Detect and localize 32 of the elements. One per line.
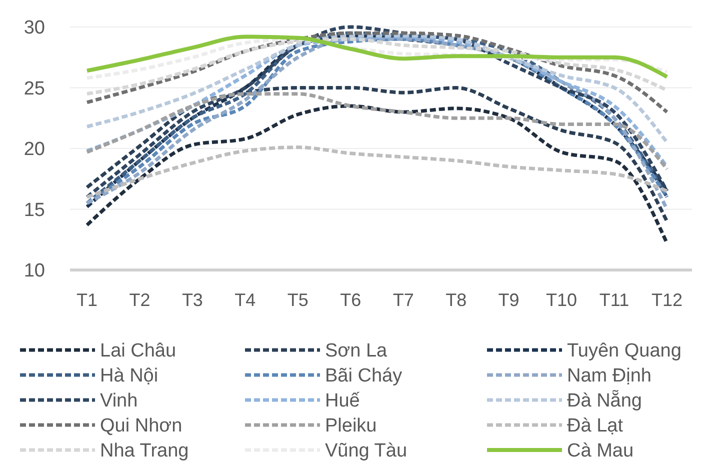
legend-label: Pleiku — [325, 416, 377, 437]
x-tick-label: T6 — [340, 290, 362, 310]
y-tick-label: 25 — [24, 78, 45, 100]
x-tick-label: T2 — [129, 290, 150, 310]
legend-label: Vinh — [100, 390, 138, 412]
x-tick-label: T5 — [287, 290, 308, 310]
y-tick-label: 20 — [24, 139, 45, 160]
legend-label: Huế — [325, 390, 360, 412]
x-tick-label: T9 — [498, 290, 520, 310]
x-tick-label: T11 — [599, 290, 630, 310]
x-tick-label: T10 — [546, 290, 578, 310]
legend-label: Nha Trang — [100, 440, 189, 462]
legend-label: Nam Định — [567, 366, 652, 387]
y-tick-label: 15 — [24, 200, 45, 221]
legend-label: Qui Nhơn — [100, 416, 182, 437]
legend-label: Vũng Tàu — [325, 440, 408, 462]
legend-label: Đà Nẵng — [567, 390, 642, 412]
y-tick-label: 30 — [24, 18, 45, 39]
legend-label: Đà Lạt — [567, 416, 624, 437]
legend-label: Tuyên Quang — [567, 340, 682, 362]
legend-label: Hà Nội — [100, 366, 158, 387]
legend-label: Lai Châu — [100, 340, 176, 362]
x-tick-label: T3 — [182, 290, 203, 310]
x-tick-label: T8 — [446, 290, 467, 310]
x-tick-label: T4 — [234, 290, 256, 310]
legend-label: Bãi Cháy — [325, 366, 403, 387]
y-tick-label: 10 — [24, 260, 45, 282]
legend-label: Sơn La — [325, 340, 388, 362]
x-tick-label: T12 — [651, 290, 683, 310]
x-tick-label: T1 — [76, 290, 98, 310]
legend-label: Cà Mau — [567, 440, 634, 462]
x-tick-label: T7 — [392, 290, 414, 310]
